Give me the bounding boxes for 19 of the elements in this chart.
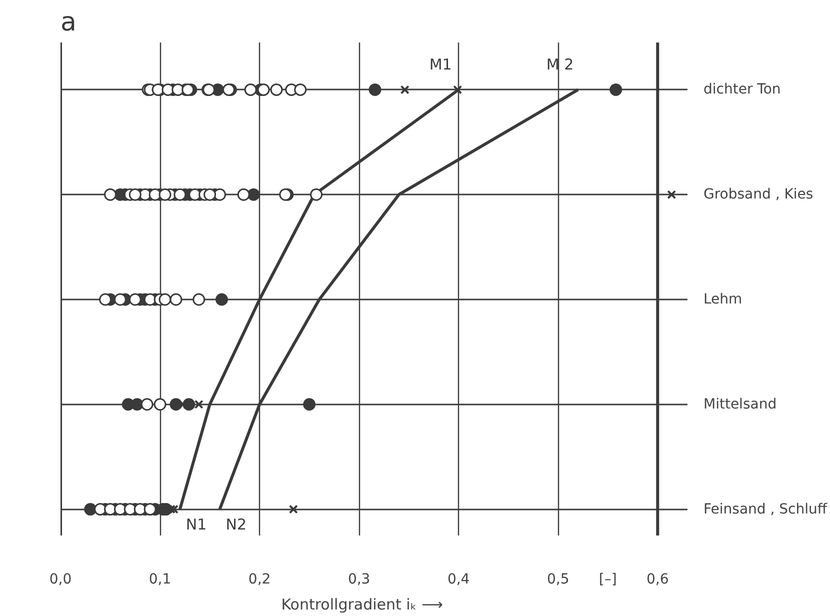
x-tick-label: 0,1 [148,572,172,588]
x-tick-label: 0,6 [646,572,669,588]
x-axis-title: Kontrollgradient iₖ ⟶ [281,596,443,614]
y-tick-label: Grobsand , Kies [704,186,814,203]
x-tick-label: 0,2 [248,572,271,588]
text: [–] [598,572,617,588]
y-tick-label: Feinsand , Schluff [704,501,828,518]
annotation: N1 [186,515,207,534]
annotation: M 2 [546,56,574,74]
x-tick-label: 0,4 [447,572,470,588]
x-tick-label: 0,0 [49,572,72,588]
chart-title: a [60,8,76,38]
x-tick-label: 0,5 [546,572,570,588]
annotation: N2 [226,515,247,534]
annotation: M1 [429,56,452,74]
y-tick-label: dichter Ton [704,82,781,98]
y-tick-label: Lehm [704,291,742,308]
y-tick-label: Mittelsand [704,396,777,412]
x-tick-label: 0,3 [348,572,370,588]
